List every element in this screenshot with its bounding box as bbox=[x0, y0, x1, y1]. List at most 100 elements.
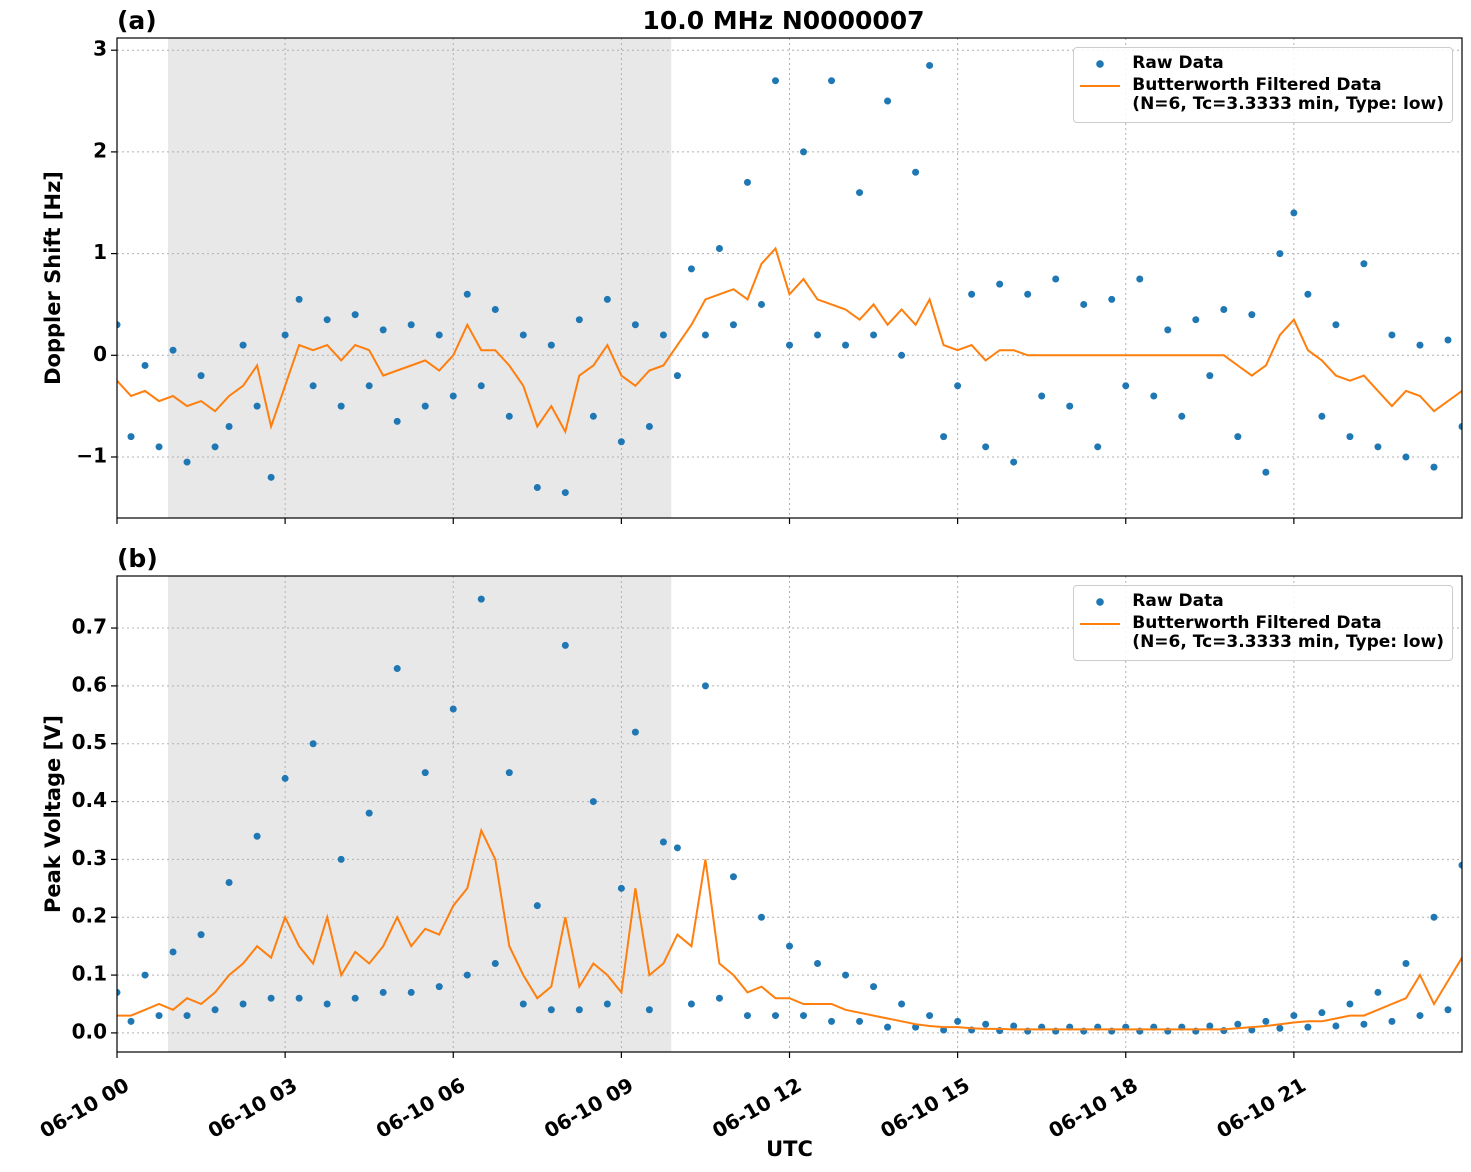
raw-point bbox=[1304, 1023, 1312, 1031]
raw-point bbox=[253, 832, 261, 840]
y-tick-label: 0.7 bbox=[72, 615, 107, 639]
x-tick-label: 06-10 21 bbox=[1212, 1073, 1310, 1143]
raw-point bbox=[1360, 1020, 1368, 1028]
raw-point bbox=[1318, 412, 1326, 420]
raw-point bbox=[898, 1000, 906, 1008]
raw-point bbox=[1178, 412, 1186, 420]
raw-point bbox=[1416, 1012, 1424, 1020]
raw-point bbox=[729, 321, 737, 329]
raw-point bbox=[309, 740, 317, 748]
raw-point bbox=[295, 295, 303, 303]
raw-point bbox=[870, 331, 878, 339]
raw-point bbox=[1276, 1024, 1284, 1032]
raw-point bbox=[1136, 275, 1144, 283]
raw-point bbox=[603, 1000, 611, 1008]
raw-point bbox=[337, 855, 345, 863]
raw-point bbox=[1374, 988, 1382, 996]
raw-point bbox=[603, 295, 611, 303]
raw-point bbox=[365, 809, 373, 817]
raw-point bbox=[1262, 1017, 1270, 1025]
x-tick-label: 06-10 06 bbox=[372, 1073, 470, 1143]
raw-point bbox=[1206, 372, 1214, 380]
raw-point bbox=[1374, 443, 1382, 451]
raw-point bbox=[673, 372, 681, 380]
legend: Raw Data Butterworth Filtered Data (N=6, … bbox=[1073, 47, 1453, 123]
raw-point bbox=[281, 331, 289, 339]
raw-point bbox=[407, 321, 415, 329]
raw-point bbox=[1052, 275, 1060, 283]
raw-point bbox=[197, 931, 205, 939]
legend-entry: Raw Data bbox=[1080, 54, 1444, 74]
raw-point bbox=[379, 326, 387, 334]
raw-point bbox=[533, 483, 541, 491]
y-tick-label: 0.4 bbox=[72, 788, 107, 812]
shaded-span bbox=[167, 38, 672, 518]
raw-point bbox=[547, 341, 555, 349]
raw-point bbox=[421, 402, 429, 410]
raw-point bbox=[954, 1017, 962, 1025]
raw-point bbox=[701, 331, 709, 339]
x-tick-label: 06-10 03 bbox=[204, 1073, 302, 1143]
raw-point bbox=[1262, 468, 1270, 476]
raw-point bbox=[281, 774, 289, 782]
x-axis-label: UTC bbox=[766, 1137, 813, 1161]
raw-point bbox=[1192, 316, 1200, 324]
raw-point bbox=[183, 1012, 191, 1020]
legend-symbol bbox=[1080, 592, 1121, 612]
raw-point bbox=[884, 1023, 892, 1031]
raw-point bbox=[379, 988, 387, 996]
raw-point bbox=[940, 1026, 948, 1034]
raw-point bbox=[631, 321, 639, 329]
raw-point bbox=[940, 433, 948, 441]
y-tick-label: 0.3 bbox=[72, 846, 107, 870]
raw-point bbox=[1290, 1012, 1298, 1020]
raw-point bbox=[673, 844, 681, 852]
raw-point bbox=[1402, 960, 1410, 968]
raw-point bbox=[1290, 209, 1298, 217]
raw-point bbox=[477, 382, 485, 390]
raw-point bbox=[1122, 382, 1130, 390]
raw-point bbox=[435, 331, 443, 339]
raw-point bbox=[786, 942, 793, 950]
y-tick-label: 0 bbox=[93, 342, 107, 366]
raw-point bbox=[211, 1006, 219, 1014]
y-tick-label: 0.2 bbox=[72, 904, 107, 928]
raw-point bbox=[1248, 311, 1256, 319]
raw-point bbox=[1108, 295, 1116, 303]
raw-point bbox=[1360, 260, 1368, 268]
legend-label: Raw Data bbox=[1132, 591, 1224, 611]
raw-point bbox=[239, 1000, 247, 1008]
y-tick-label: 0.0 bbox=[72, 1019, 107, 1043]
raw-point bbox=[449, 705, 457, 713]
raw-point bbox=[800, 1012, 808, 1020]
raw-point bbox=[842, 971, 850, 979]
raw-point bbox=[505, 769, 513, 777]
raw-point bbox=[1346, 433, 1354, 441]
raw-point bbox=[365, 382, 373, 390]
raw-point bbox=[1234, 433, 1242, 441]
raw-point bbox=[561, 489, 569, 497]
raw-point bbox=[225, 879, 233, 887]
y-tick-label: 3 bbox=[93, 37, 107, 61]
raw-point bbox=[645, 1006, 653, 1014]
legend-label: Raw Data bbox=[1132, 53, 1224, 73]
legend-symbol bbox=[1080, 614, 1121, 634]
raw-point bbox=[1304, 290, 1312, 298]
raw-point bbox=[1332, 321, 1340, 329]
raw-point bbox=[393, 417, 401, 425]
raw-point bbox=[169, 948, 177, 956]
raw-point bbox=[1150, 392, 1158, 400]
panel-label: (a) bbox=[117, 6, 157, 35]
raw-point bbox=[183, 458, 191, 466]
raw-point bbox=[1220, 1027, 1228, 1035]
raw-point bbox=[1416, 341, 1424, 349]
raw-point bbox=[421, 769, 429, 777]
raw-point bbox=[519, 331, 527, 339]
raw-point bbox=[617, 438, 625, 446]
legend: Raw Data Butterworth Filtered Data (N=6, … bbox=[1073, 585, 1453, 661]
raw-point bbox=[1164, 326, 1172, 334]
raw-point bbox=[589, 798, 597, 806]
raw-point bbox=[323, 1000, 331, 1008]
raw-point bbox=[856, 189, 864, 197]
raw-point bbox=[197, 372, 205, 380]
